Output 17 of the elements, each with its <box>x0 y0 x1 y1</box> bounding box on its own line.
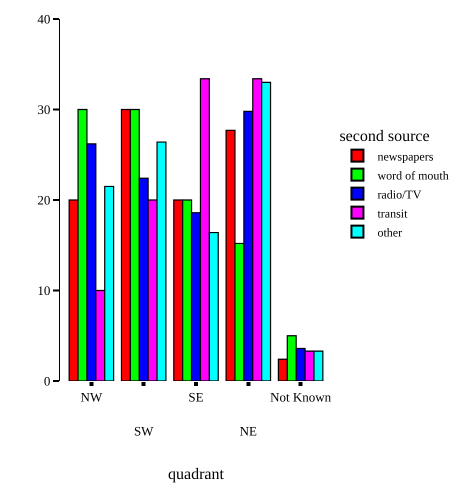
x-tick-label: NE <box>240 423 258 438</box>
x-tick-label: Not Known <box>270 390 332 405</box>
y-tick-label: 40 <box>37 12 50 27</box>
x-axis-title: quadrant <box>168 466 225 484</box>
x-tick-label: SW <box>134 423 154 438</box>
x-tick-label: NW <box>80 390 103 405</box>
y-tick-label: 20 <box>37 192 50 208</box>
legend-label: newspapers <box>377 149 434 164</box>
legend-label: word of mouth <box>377 168 449 182</box>
y-tick-label: 30 <box>37 102 50 118</box>
legend-label: transit <box>377 206 408 220</box>
y-tick-label: 0 <box>44 374 50 389</box>
legend-title: second source <box>339 128 430 146</box>
legend-label: other <box>377 225 402 240</box>
x-tick-label: SE <box>188 390 204 405</box>
y-tick-label: 10 <box>37 283 50 298</box>
legend-label: radio/TV <box>377 187 422 202</box>
